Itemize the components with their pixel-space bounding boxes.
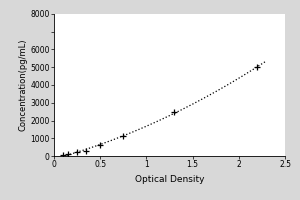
X-axis label: Optical Density: Optical Density <box>135 175 204 184</box>
Y-axis label: Concentration(pg/mL): Concentration(pg/mL) <box>19 39 28 131</box>
